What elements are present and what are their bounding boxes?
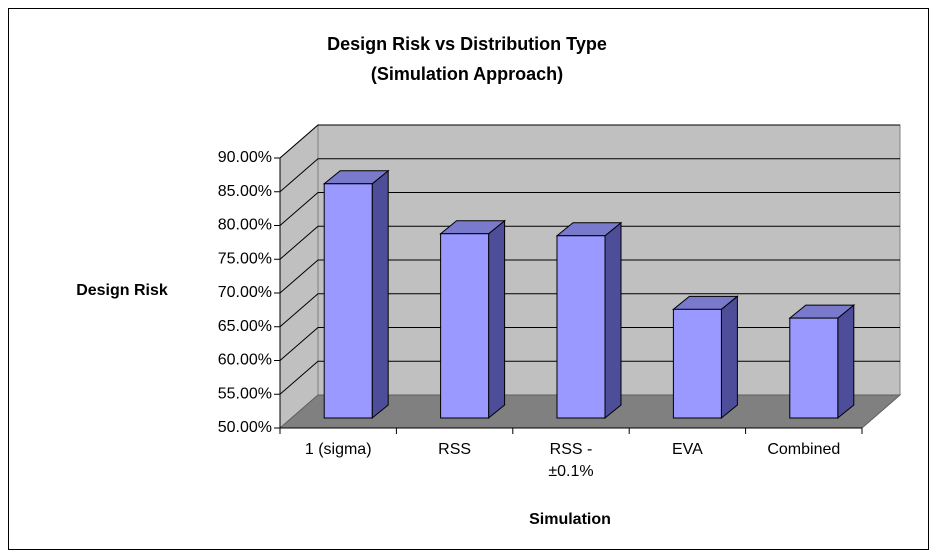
grid-line: [279, 225, 900, 260]
y-tick-label: 85.00%: [218, 183, 272, 200]
y-axis-title: Design Risk: [76, 282, 168, 299]
grid-line: [279, 158, 900, 193]
y-tick-label: 60.00%: [218, 352, 272, 369]
bar: [556, 235, 606, 419]
y-tick-label: 75.00%: [218, 250, 272, 267]
bar-side: [488, 219, 506, 420]
grid-line: [279, 192, 900, 226]
y-tick-label: 70.00%: [218, 284, 272, 301]
grid-line: [279, 293, 900, 328]
bar: [440, 233, 490, 419]
bar-side: [720, 295, 738, 420]
bar-side: [371, 169, 389, 420]
x-tick-label: 1 (sigma): [304, 441, 372, 458]
bar-side: [604, 221, 622, 420]
x-tick-label: Combined: [767, 441, 841, 458]
y-tick-label: 55.00%: [218, 385, 272, 402]
x-tick-label: RSS - ±0.1%: [548, 441, 594, 480]
y-tick-label: 90.00%: [218, 149, 272, 166]
chart-title: Design Risk vs Distribution Type: [327, 34, 607, 54]
grid-line: [279, 259, 900, 294]
y-tick-label: 50.00%: [218, 419, 272, 436]
y-tick-label: 80.00%: [218, 217, 272, 234]
chart-subtitle: (Simulation Approach): [371, 64, 563, 84]
x-tick-label: RSS: [438, 441, 472, 458]
bar: [323, 183, 373, 419]
bar: [672, 308, 722, 419]
x-axis-title: Simulation: [529, 511, 611, 528]
bar-side: [837, 304, 855, 420]
x-tick-label: EVA: [671, 441, 703, 458]
bar: [789, 317, 839, 419]
y-tick-label: 65.00%: [218, 318, 272, 335]
grid-line: [279, 124, 900, 159]
